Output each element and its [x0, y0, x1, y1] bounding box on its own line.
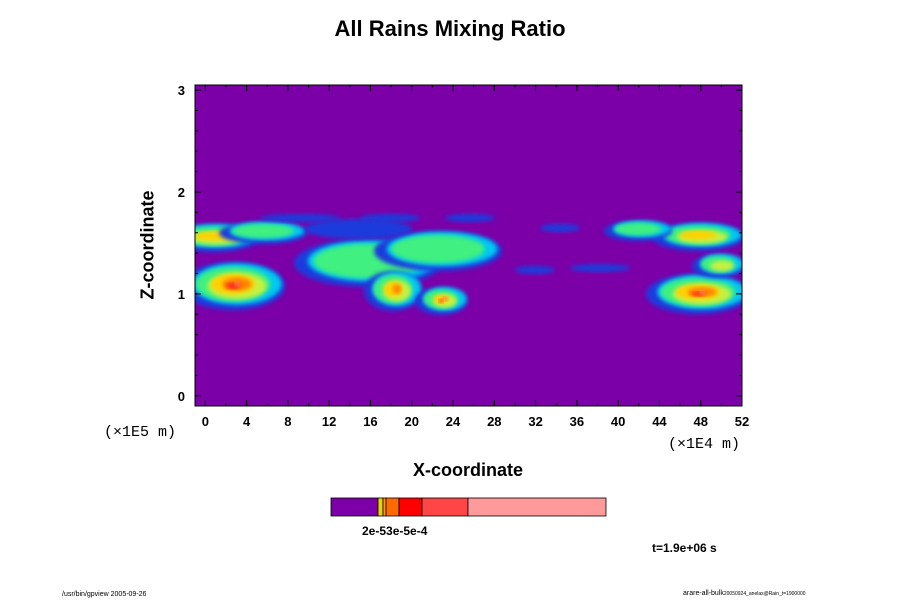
- rain-contour: [443, 297, 447, 301]
- y-tick-label: 0: [178, 389, 185, 404]
- x-tick-label: 52: [735, 414, 749, 429]
- x-axis-label: X-coordinate: [412, 460, 523, 480]
- y-tick-label: 3: [178, 83, 185, 98]
- colorbar-segment: [385, 497, 400, 517]
- colorbar-segment: [382, 497, 387, 517]
- rain-contour: [679, 230, 717, 240]
- rain-contour: [439, 299, 443, 303]
- colorbar-segment: [330, 497, 379, 517]
- x-unit-label: (×1E4 m): [668, 436, 741, 453]
- rain-contour: [445, 214, 495, 222]
- footer-left: /usr/bin/gpview 2005-09-26: [62, 591, 147, 598]
- rain-contour: [260, 214, 340, 222]
- rain-contour: [304, 219, 412, 239]
- rain-contour: [710, 260, 734, 272]
- colorbar-tick-labels: 2e-53e-5e-4: [362, 524, 428, 538]
- rain-contour: [231, 223, 295, 239]
- rain-contour: [235, 282, 239, 286]
- rain-contour: [392, 284, 402, 294]
- x-tick-label: 32: [528, 414, 542, 429]
- rain-contour: [540, 224, 580, 232]
- plot-frame: [194, 84, 743, 407]
- x-tick-label: 12: [322, 414, 336, 429]
- y-axis-label: Z-coordinate: [137, 190, 158, 300]
- z-unit-label: (×1E5 m): [104, 424, 177, 441]
- x-tick-label: 28: [487, 414, 501, 429]
- x-tick-label: 0: [202, 414, 209, 429]
- colorbar-segment: [421, 497, 469, 517]
- rain-contour: [391, 234, 485, 264]
- footer-right-main: arare-all-bulk: [683, 590, 724, 597]
- x-tick-label: 44: [652, 414, 667, 429]
- rain-contour: [360, 214, 420, 222]
- x-tick-label: 36: [570, 414, 584, 429]
- rain-contour: [614, 222, 662, 236]
- x-tick-label: 16: [363, 414, 377, 429]
- rain-field: [195, 214, 742, 315]
- colorbar-segment: [467, 497, 607, 517]
- x-tick-label: 40: [611, 414, 625, 429]
- chart-title: All Rains Mixing Ratio: [334, 16, 566, 41]
- x-tick-label: 24: [446, 414, 461, 429]
- y-tick-label: 1: [178, 287, 185, 302]
- footer-right-sub: 20050924_anelas@Rain_t=1900000: [723, 591, 806, 597]
- colorbar-segment: [398, 497, 423, 517]
- colorbar-segment: [377, 497, 384, 517]
- colorbar: [330, 497, 607, 517]
- time-label: t=1.9e+06 s: [652, 541, 717, 555]
- rain-contour: [515, 266, 555, 274]
- rain-contour: [700, 290, 704, 294]
- y-tick-label: 2: [178, 185, 185, 200]
- x-tick-label: 4: [243, 414, 251, 429]
- rain-contour: [570, 264, 630, 272]
- footer-right: arare-all-bulk20050924_anelas@Rain_t=190…: [683, 590, 806, 597]
- x-tick-label: 8: [284, 414, 291, 429]
- x-tick-label: 48: [693, 414, 707, 429]
- x-tick-label: 20: [405, 414, 419, 429]
